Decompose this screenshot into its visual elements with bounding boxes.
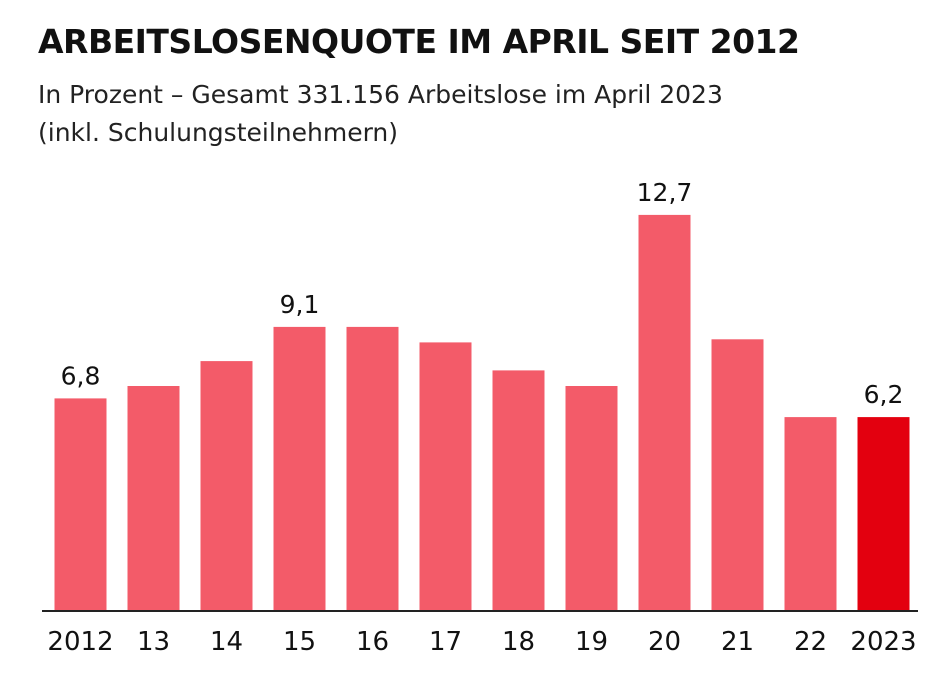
data-label-2023: 6,2 (864, 380, 904, 409)
subtitle-line-2: (inkl. Schulungsteilnehmern) (38, 118, 399, 147)
data-label-15: 9,1 (280, 290, 320, 319)
data-label-2012: 6,8 (61, 361, 101, 390)
x-tick-label-21: 21 (721, 627, 754, 657)
x-tick-label-18: 18 (502, 627, 535, 657)
bar-16 (346, 326, 399, 610)
x-tick-label-17: 17 (429, 627, 462, 657)
bar-13 (127, 386, 180, 610)
x-tick-label-14: 14 (210, 627, 243, 657)
subtitle-line-1: In Prozent – Gesamt 331.156 Arbeitslose … (38, 80, 723, 109)
x-tick-label-13: 13 (137, 627, 170, 657)
chart-subtitle: In Prozent – Gesamt 331.156 Arbeitslose … (38, 76, 723, 152)
bars-group (54, 214, 910, 610)
x-tick-label-16: 16 (356, 627, 389, 657)
bar-2012 (54, 398, 107, 610)
data-labels-group: 6,8 9,1 12,7 6,2 (61, 178, 904, 409)
bar-2023 (857, 417, 910, 610)
bar-22 (784, 417, 837, 610)
x-tick-label-20: 20 (648, 627, 681, 657)
x-tick-label-22: 22 (794, 627, 827, 657)
x-tick-labels-group: 2012 13 14 15 16 17 18 19 20 21 22 2023 (47, 627, 916, 657)
bar-17 (419, 342, 472, 610)
x-tick-label-19: 19 (575, 627, 608, 657)
x-tick-label-15: 15 (283, 627, 316, 657)
bar-21 (711, 339, 764, 610)
bar-15 (273, 326, 326, 610)
chart-title: ARBEITSLOSENQUOTE IM APRIL SEIT 2012 (38, 22, 800, 61)
bar-20 (638, 214, 691, 610)
x-tick-label-2012: 2012 (47, 627, 113, 657)
bar-19 (565, 386, 618, 610)
x-tick-label-2023: 2023 (850, 627, 916, 657)
data-label-20: 12,7 (637, 178, 693, 207)
bar-14 (200, 361, 253, 610)
bar-18 (492, 370, 545, 610)
